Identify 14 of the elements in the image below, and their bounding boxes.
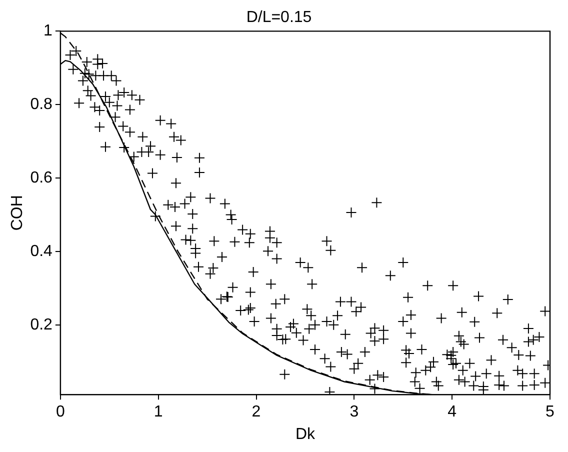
x-tick-label: 5 xyxy=(546,404,555,421)
x-tick-label: 4 xyxy=(448,404,457,421)
y-tick-label: 0.4 xyxy=(30,242,53,260)
y-tick-label: 0.6 xyxy=(30,169,53,186)
x-tick-label: 1 xyxy=(154,404,163,421)
x-tick-label: 3 xyxy=(350,404,359,421)
x-tick-label: 0 xyxy=(56,404,65,421)
y-tick-label: 1 xyxy=(44,22,53,40)
y-tick-label: 0.2 xyxy=(30,316,53,334)
x-axis-title: Dk xyxy=(295,426,316,443)
y-axis-title: COH xyxy=(9,195,26,231)
y-tick-label: 0.8 xyxy=(30,96,53,114)
x-tick-label: 2 xyxy=(252,404,261,421)
chart-title: D/L=0.15 xyxy=(246,9,312,26)
